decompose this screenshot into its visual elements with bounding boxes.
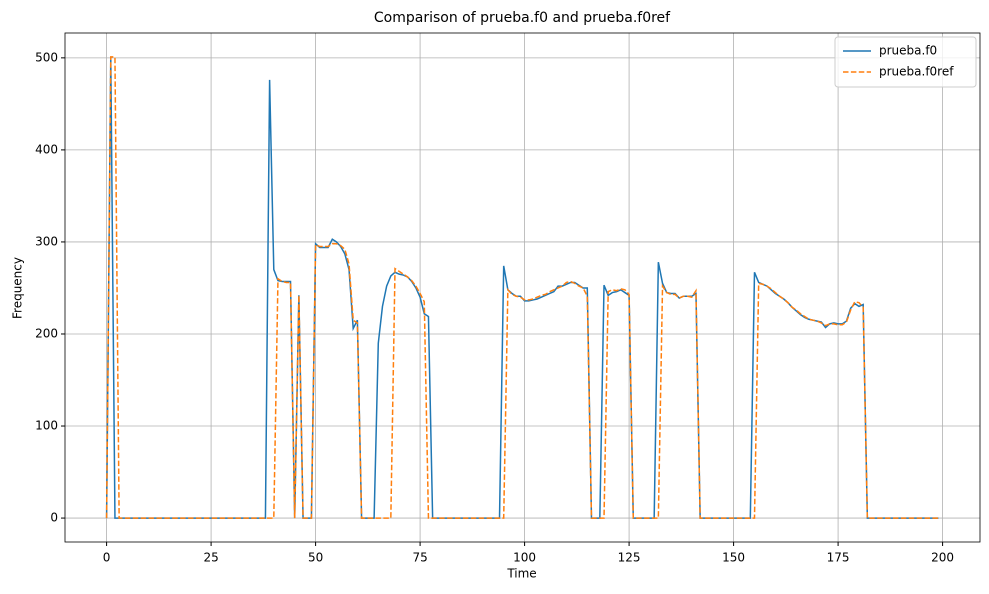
x-tick-label: 0	[103, 551, 111, 565]
legend-label: prueba.f0ref	[879, 65, 954, 79]
line-series	[105, 56, 939, 519]
x-axis-label: Time	[506, 567, 536, 581]
x-tick-label: 75	[412, 551, 427, 565]
y-tick-label: 200	[35, 326, 58, 340]
x-tick-label: 150	[722, 551, 745, 565]
chart-title: Comparison of prueba.f0 and prueba.f0ref	[374, 10, 671, 26]
y-tick-label: 300	[35, 234, 58, 248]
x-tick-label: 50	[308, 551, 323, 565]
y-axis-label: Frequency	[11, 257, 25, 319]
x-tick-label: 175	[827, 551, 850, 565]
legend-box	[834, 36, 977, 88]
y-tick-label: 500	[35, 50, 58, 64]
x-tick-label: 125	[618, 551, 641, 565]
y-tick-label: 400	[35, 142, 58, 156]
x-tick-label: 200	[931, 551, 954, 565]
y-tick-label: 100	[35, 419, 58, 433]
x-tick-label: 25	[203, 551, 218, 565]
legend-label: prueba.f0	[879, 44, 937, 58]
legend: prueba.f0 prueba.f0ref	[834, 36, 977, 88]
x-tick-label: 100	[513, 551, 536, 565]
y-tick-label: 0	[50, 511, 58, 525]
plot-frame	[64, 32, 981, 543]
line-series	[105, 56, 939, 519]
